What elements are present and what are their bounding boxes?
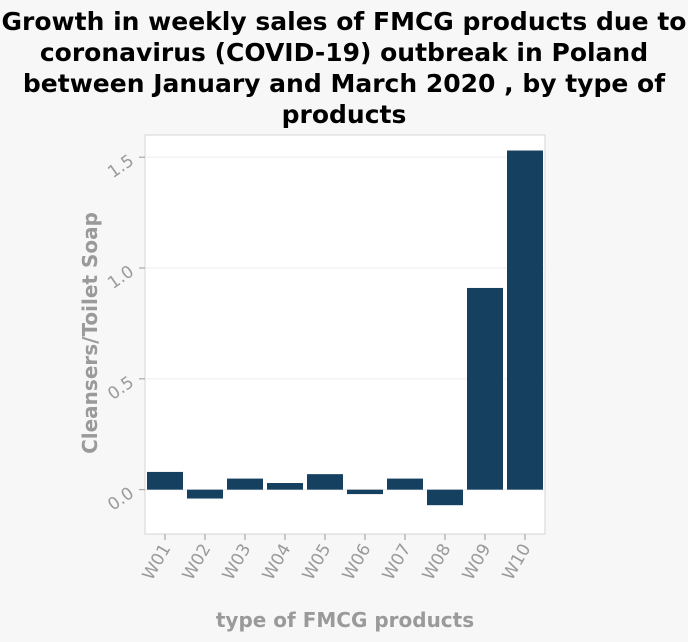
x-tick-label: W08	[419, 541, 456, 584]
chart-title: Growth in weekly sales of FMCG products …	[1, 7, 687, 129]
x-tick-label: W09	[459, 541, 496, 584]
x-tick-label: W05	[299, 541, 336, 584]
x-tick-label: W06	[339, 541, 376, 584]
bar	[267, 483, 303, 490]
x-tick-label: W07	[379, 541, 416, 584]
bar	[147, 471, 183, 490]
bar	[427, 489, 463, 506]
x-tick-label: W02	[179, 541, 216, 584]
x-axis-label: type of FMCG products	[216, 608, 474, 632]
x-tick-label: W04	[259, 541, 296, 584]
y-tick-label: 1.5	[104, 151, 138, 183]
bar	[227, 478, 263, 490]
bar	[387, 478, 423, 490]
y-axis-label: Cleansers/Toilet Soap	[78, 212, 102, 454]
y-tick-label: 0.0	[104, 483, 138, 515]
y-tick-label: 0.5	[104, 373, 138, 405]
bar	[187, 489, 223, 499]
bar	[507, 150, 543, 490]
bar	[467, 287, 503, 490]
bar	[307, 474, 343, 490]
bar	[347, 489, 383, 495]
plot-area: 0.0 0.5 1.0 1.5 W01 W02 W03 W04 W05 W06 W07 W08 W09 W…	[104, 134, 546, 584]
x-tick-label: W03	[219, 541, 256, 584]
x-tick-label: W01	[139, 541, 176, 584]
x-tick-label: W10	[499, 541, 536, 584]
y-tick-label: 1.0	[104, 262, 138, 294]
